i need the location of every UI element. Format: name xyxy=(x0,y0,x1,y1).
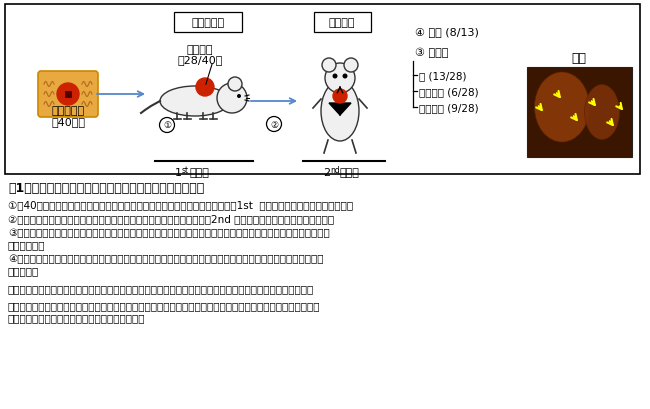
Text: ②: ② xyxy=(270,120,278,129)
Ellipse shape xyxy=(160,87,230,117)
FancyBboxPatch shape xyxy=(527,68,632,157)
Text: した。: した。 xyxy=(8,265,39,275)
Text: ④　解剖し転移している臓器を調査した結果、半数以上のマウスの肝臓や肺への転移（黄色矢印）が確認されま: ④ 解剖し転移している臓器を調査した結果、半数以上のマウスの肝臓や肺への転移（黄… xyxy=(8,254,324,263)
FancyBboxPatch shape xyxy=(38,72,98,118)
Text: マウス: マウス xyxy=(190,168,210,178)
Ellipse shape xyxy=(584,85,619,140)
Text: ①: ① xyxy=(163,121,171,130)
Text: ③　移植した半数程度のマウスに大腸癌が形成されました。リンパ腫を形成したり、癌が形成されないマウスもい: ③ 移植した半数程度のマウスに大腸癌が形成されました。リンパ腫を形成したり、癌が… xyxy=(8,227,330,237)
Circle shape xyxy=(343,74,348,79)
Circle shape xyxy=(344,59,358,73)
Text: （40名）: （40名） xyxy=(51,117,85,127)
Text: 皮下腫瘍: 皮下腫瘍 xyxy=(187,45,213,55)
Text: （28/40）: （28/40） xyxy=(177,55,223,65)
Circle shape xyxy=(57,84,79,106)
Ellipse shape xyxy=(321,82,359,142)
Text: 腸に移植: 腸に移植 xyxy=(329,18,356,28)
Text: 2: 2 xyxy=(323,168,330,178)
Text: ました。: ました。 xyxy=(8,239,46,249)
Text: nd: nd xyxy=(330,166,340,175)
Text: ②　皮下で生着・増大した腫瘍を摘出しその細胞懸濁液を別のマウス（2nd マウス）の腸粘膜に移植しました。: ② 皮下で生着・増大した腫瘍を摘出しその細胞懸濁液を別のマウス（2nd マウス）… xyxy=(8,213,334,223)
Text: 癌 (13/28): 癌 (13/28) xyxy=(419,71,467,81)
Text: 生着せず (9/28): 生着せず (9/28) xyxy=(419,103,478,113)
Circle shape xyxy=(333,90,347,104)
Polygon shape xyxy=(329,104,351,116)
Text: 的に転移を形成することが明らかになりました。: 的に転移を形成することが明らかになりました。 xyxy=(8,312,146,322)
Text: st: st xyxy=(182,166,189,175)
Circle shape xyxy=(266,117,281,132)
Text: これらの結果より、患者由来大腸癌がマウスの腸で増大し、ヒト大腸癌の転移の好発部位である肝臓や肺に自発: これらの結果より、患者由来大腸癌がマウスの腸で増大し、ヒト大腸癌の転移の好発部位… xyxy=(8,300,320,310)
Text: 肝臓: 肝臓 xyxy=(571,52,586,64)
Circle shape xyxy=(333,74,337,79)
Text: 皮下に移植: 皮下に移植 xyxy=(192,18,224,28)
Text: ①　40例の患者さんより手術で切除された大腸癌の腫瘍片を免疫不全マウス（1st  マウス）の皮下に移植しました。: ① 40例の患者さんより手術で切除された大腸癌の腫瘍片を免疫不全マウス（1st … xyxy=(8,200,353,209)
Circle shape xyxy=(322,59,336,73)
Ellipse shape xyxy=(534,73,590,143)
Text: ヒト大腸癌: ヒト大腸癌 xyxy=(51,106,84,116)
Text: ③ 腸腫瘍: ③ 腸腫瘍 xyxy=(415,48,448,58)
Circle shape xyxy=(159,118,174,133)
Circle shape xyxy=(237,95,241,99)
Text: 括弧内の分母は癌細胞が移植されたマウスの匹数、分子は腫瘍や転移が形成されたマウスの匹数を示します。: 括弧内の分母は癌細胞が移植されたマウスの匹数、分子は腫瘍や転移が形成されたマウス… xyxy=(8,283,314,293)
Circle shape xyxy=(196,79,214,97)
Text: マウス: マウス xyxy=(339,168,359,178)
Text: リンパ腫 (6/28): リンパ腫 (6/28) xyxy=(419,87,478,97)
FancyBboxPatch shape xyxy=(5,5,640,175)
Text: 1: 1 xyxy=(175,168,182,178)
Circle shape xyxy=(228,78,242,92)
Bar xyxy=(65,92,71,98)
Circle shape xyxy=(325,64,355,94)
Text: 図1：本研究で開発した患者由来異種移植片モデルマウス: 図1：本研究で開発した患者由来異種移植片モデルマウス xyxy=(8,182,204,195)
Circle shape xyxy=(217,84,247,114)
FancyBboxPatch shape xyxy=(174,13,242,33)
Text: ④ 転移 (8/13): ④ 転移 (8/13) xyxy=(415,27,479,37)
FancyBboxPatch shape xyxy=(314,13,371,33)
